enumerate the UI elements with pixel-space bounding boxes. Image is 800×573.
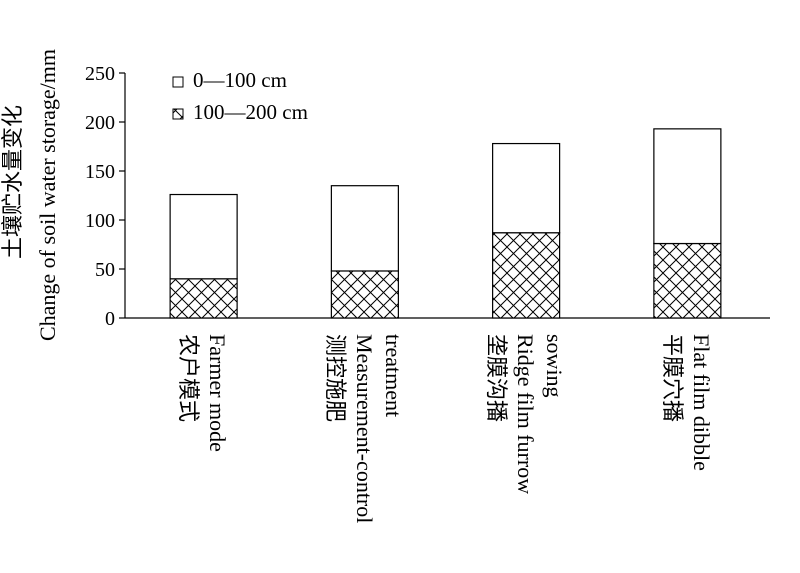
x-category-label-english: treatment xyxy=(381,334,406,417)
x-category-label-english: sowing xyxy=(542,334,567,398)
y-axis-title: 土壤贮水量变化 Change of soil water storage/mm xyxy=(0,49,60,341)
x-category-label-chinese: 农户模式 xyxy=(176,334,201,422)
y-axis-title-english: Change of soil water storage/mm xyxy=(35,49,60,341)
x-category-label-chinese: 测控施肥 xyxy=(323,334,348,422)
x-category-label-english: Flat film dibble xyxy=(689,334,714,471)
legend-swatch xyxy=(172,108,184,120)
y-tick-label: 150 xyxy=(85,161,115,183)
bar-segment-100-200cm xyxy=(169,278,238,319)
bar-segment-100-200cm xyxy=(653,242,722,319)
bar-segment-0-100cm xyxy=(330,185,399,272)
legend-swatch xyxy=(172,76,184,88)
bar-segment-0-100cm xyxy=(492,142,561,234)
y-tick-label: 0 xyxy=(105,308,115,330)
y-tick-label: 250 xyxy=(85,63,115,85)
legend-label: 100—200 cm xyxy=(193,100,308,124)
x-category-label-chinese: 垄膜沟播 xyxy=(484,334,509,422)
bar-segment-0-100cm xyxy=(169,193,238,280)
legend-label: 0—100 cm xyxy=(193,68,287,92)
bar-segment-0-100cm xyxy=(653,128,722,245)
y-tick-label: 50 xyxy=(95,259,115,281)
x-category-label-english: Farmer mode xyxy=(205,334,230,452)
bar-segment-100-200cm xyxy=(492,232,561,319)
y-tick-label: 100 xyxy=(85,210,115,232)
x-category-label-english: Ridge film furrow xyxy=(513,334,538,494)
x-category-label-english: Measurement-control xyxy=(352,334,377,523)
x-category-label-chinese: 平膜穴播 xyxy=(660,334,685,422)
y-axis-title-chinese: 土壤贮水量变化 xyxy=(0,105,25,259)
bar-segment-100-200cm xyxy=(330,270,399,319)
y-tick-label: 200 xyxy=(85,112,115,134)
